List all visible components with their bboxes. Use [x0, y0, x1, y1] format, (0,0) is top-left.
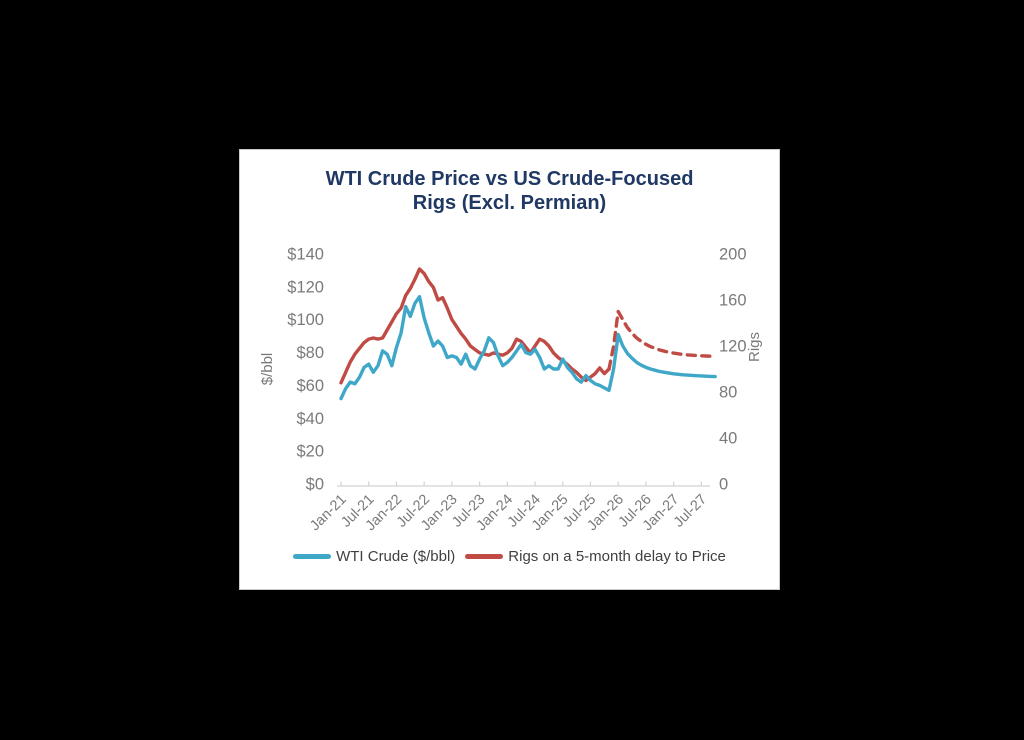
chart-title-line-1: WTI Crude Price vs US Crude-Focused: [325, 168, 694, 190]
left-axis-tick-label: $0: [306, 476, 324, 494]
right-axis-tick-label: 0: [719, 476, 728, 494]
legend-item-wti: WTI Crude ($/bbl): [293, 548, 455, 565]
right-axis-tick-label: 160: [719, 292, 747, 310]
wti-legend-label: WTI Crude ($/bbl): [336, 548, 456, 565]
x-tick-label: Jan-21: [307, 492, 350, 535]
chart-title-line-2: Rigs (Excl. Permian): [412, 192, 607, 214]
left-axis-tick-label: $80: [296, 344, 324, 362]
rigs-legend-swatch: [465, 554, 504, 559]
left-axis-tick-label: $40: [296, 410, 324, 428]
chart-legend: WTI Crude ($/bbl) Rigs on a 5-month dela…: [240, 548, 779, 565]
right-axis-title: Rigs: [746, 332, 763, 362]
chart-title: WTI Crude Price vs US Crude-Focused Rigs…: [240, 167, 779, 215]
left-axis-tick-label: $60: [296, 377, 324, 395]
dual-axis-line-chart: Jan-21Jul-21Jan-22Jul-22Jan-23Jul-23Jan-…: [259, 246, 763, 535]
right-axis-tick-label: 80: [719, 384, 737, 402]
chart-card: WTI Crude Price vs US Crude-Focused Rigs…: [239, 149, 780, 590]
left-axis-title: $/bbl: [259, 353, 276, 386]
rigs-line-dashed-forecast: [607, 309, 717, 371]
left-axis-tick-label: $20: [296, 443, 324, 461]
right-axis-tick-label: 200: [719, 246, 747, 264]
wti-line: [339, 295, 717, 401]
right-axis-tick-label: 120: [719, 338, 747, 356]
left-axis-tick-label: $100: [287, 311, 324, 329]
left-axis-tick-label: $140: [287, 246, 324, 264]
rigs-legend-label: Rigs on a 5-month delay to Price: [508, 548, 726, 565]
legend-item-rigs: Rigs on a 5-month delay to Price: [465, 548, 726, 565]
left-axis-tick-label: $120: [287, 278, 324, 296]
right-axis-tick-label: 40: [719, 430, 737, 448]
wti-legend-swatch: [293, 554, 332, 559]
